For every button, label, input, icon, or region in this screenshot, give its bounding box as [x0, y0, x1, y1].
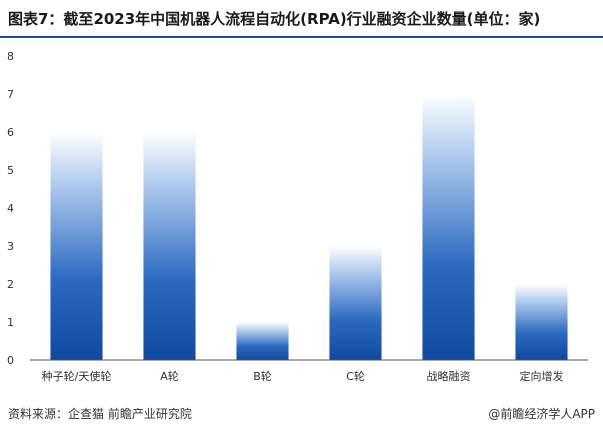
bar [329, 246, 382, 360]
y-tick-label: 0 [7, 354, 14, 367]
bar-chart: 0 1 2 3 4 5 6 7 8 种子轮/天使轮 A轮 B轮 C轮 战略融资 定向增发 [7, 50, 588, 383]
bar-series [50, 94, 568, 360]
y-tick-label: 3 [7, 240, 14, 253]
y-tick-label: 8 [7, 50, 14, 63]
y-axis: 0 1 2 3 4 5 6 7 8 [7, 50, 14, 367]
title-divider [0, 36, 603, 38]
x-axis: 种子轮/天使轮 A轮 B轮 C轮 战略融资 定向增发 [42, 369, 564, 383]
y-tick-label: 7 [7, 88, 14, 101]
bar [143, 132, 196, 360]
bar [515, 284, 568, 360]
x-tick-label: 种子轮/天使轮 [42, 369, 112, 383]
bar [422, 94, 475, 360]
chart-title: 图表7：截至2023年中国机器人流程自动化(RPA)行业融资企业数量(单位：家) [8, 10, 541, 28]
x-tick-label: B轮 [253, 369, 272, 383]
source-note: 资料来源：企查猫 前瞻产业研究院 [8, 407, 192, 421]
y-tick-label: 6 [7, 126, 14, 139]
x-tick-label: 定向增发 [520, 369, 564, 383]
y-tick-label: 4 [7, 202, 14, 215]
brand-credit: @前瞻经济学人APP [488, 407, 595, 421]
bar [50, 132, 103, 360]
bar [236, 322, 289, 360]
y-tick-label: 2 [7, 278, 14, 291]
x-tick-label: C轮 [346, 369, 365, 383]
x-tick-label: A轮 [160, 369, 179, 383]
y-tick-label: 1 [7, 316, 14, 329]
y-tick-label: 5 [7, 164, 14, 177]
x-tick-label: 战略融资 [427, 369, 471, 383]
